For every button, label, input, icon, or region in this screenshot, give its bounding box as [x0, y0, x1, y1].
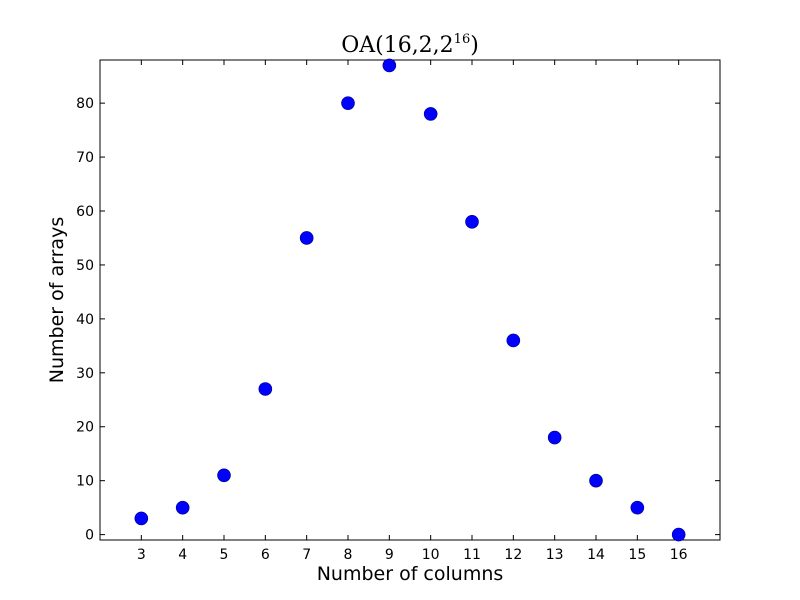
data-point	[465, 214, 479, 229]
data-point	[134, 511, 149, 526]
chart-title-superscript: 16	[454, 32, 471, 47]
chart-title: OA(16,2,216)	[341, 32, 479, 58]
x-tick-label: 13	[546, 547, 564, 563]
y-tick-label: 20	[76, 420, 94, 436]
data-point	[382, 58, 397, 73]
x-tick-label: 4	[178, 547, 187, 563]
y-tick-label: 60	[76, 204, 94, 220]
y-tick-label: 40	[76, 312, 94, 328]
data-point	[630, 500, 645, 515]
data-point	[217, 468, 231, 483]
data-point	[671, 527, 686, 542]
chart-title-suffix: )	[470, 33, 479, 58]
x-tick-label: 16	[670, 547, 688, 563]
data-point	[423, 107, 438, 121]
y-tick-label: 10	[76, 474, 94, 490]
x-tick-label: 14	[587, 547, 605, 563]
data-point	[341, 96, 355, 110]
x-tick-label: 6	[261, 547, 270, 563]
x-tick-label: 15	[628, 547, 646, 563]
x-tick-label: 11	[463, 547, 481, 563]
y-tick-label: 50	[76, 258, 94, 274]
data-point	[258, 382, 273, 396]
chart-title-main: OA(16,2,2	[341, 33, 453, 58]
y-tick-label: 0	[85, 528, 94, 544]
data-point	[299, 231, 314, 245]
x-tick-label: 12	[504, 547, 522, 563]
y-tick-label: 30	[76, 366, 94, 382]
data-point	[175, 500, 190, 515]
data-point	[547, 430, 562, 445]
plot-area	[99, 59, 721, 541]
data-point	[506, 333, 521, 348]
data-point	[589, 473, 603, 488]
x-tick-label: 8	[344, 547, 353, 563]
x-tick-label: 7	[302, 547, 311, 563]
x-axis-label: Number of columns	[317, 563, 504, 585]
x-tick-label: 9	[385, 547, 394, 563]
y-tick-label: 80	[76, 96, 94, 112]
y-tick-label: 70	[76, 150, 94, 166]
x-tick-label: 5	[220, 547, 229, 563]
x-tick-label: 10	[422, 547, 440, 563]
x-tick-label: 3	[137, 547, 146, 563]
y-axis-label: Number of arrays	[46, 217, 68, 383]
